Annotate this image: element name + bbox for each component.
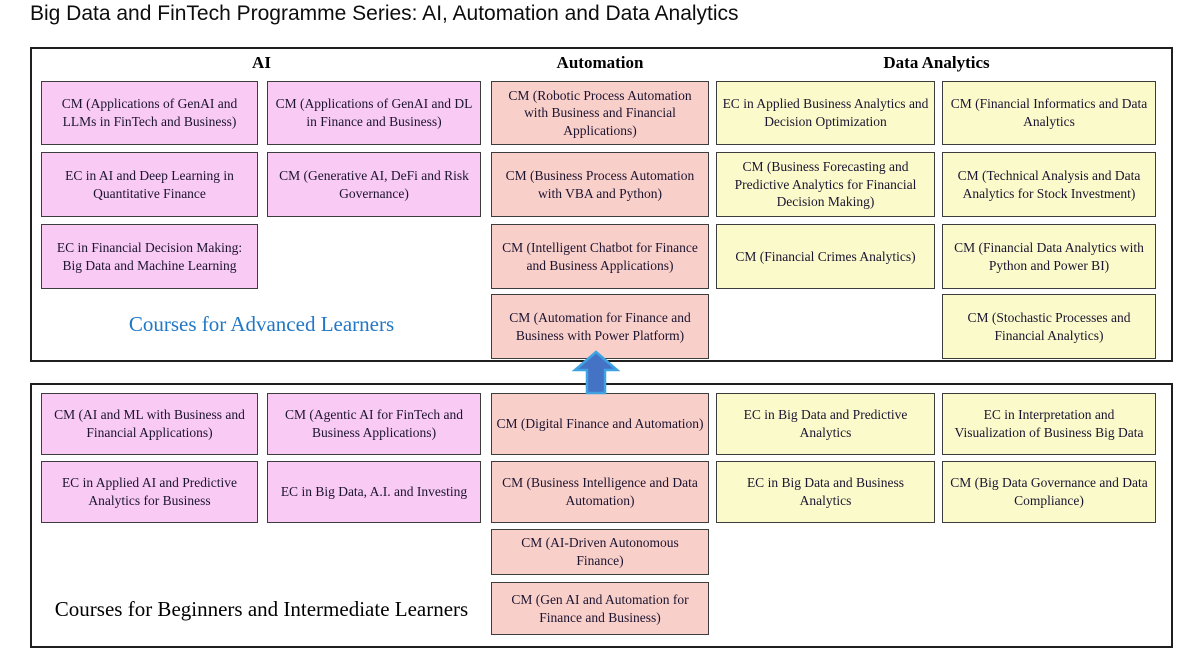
- course-card: CM (AI and ML with Business and Financia…: [41, 393, 258, 455]
- course-card: CM (Financial Informatics and Data Analy…: [942, 81, 1156, 145]
- course-card: CM (Business Intelligence and Data Autom…: [491, 461, 709, 523]
- course-card: CM (Intelligent Chatbot for Finance and …: [491, 224, 709, 289]
- course-card: EC in Big Data and Business Analytics: [716, 461, 935, 523]
- course-card: EC in Applied Business Analytics and Dec…: [716, 81, 935, 145]
- course-card: CM (Technical Analysis and Data Analytic…: [942, 152, 1156, 217]
- course-card: CM (Financial Crimes Analytics): [716, 224, 935, 289]
- course-card: CM (Stochastic Processes and Financial A…: [942, 294, 1156, 359]
- course-card: EC in Big Data, A.I. and Investing: [267, 461, 481, 523]
- up-arrow-icon: [571, 350, 621, 395]
- column-header-automation: Automation: [556, 53, 644, 72]
- column-header-ai: AI: [252, 53, 271, 72]
- page-title: Big Data and FinTech Programme Series: A…: [30, 2, 739, 25]
- advanced-learners-label: Courses for Advanced Learners: [128, 312, 395, 336]
- course-card: CM (Digital Finance and Automation): [491, 393, 709, 455]
- course-card: CM (Agentic AI for FinTech and Business …: [267, 393, 481, 455]
- course-card: CM (Business Process Automation with VBA…: [491, 152, 709, 217]
- course-card: CM (Business Forecasting and Predictive …: [716, 152, 935, 217]
- course-card: CM (Big Data Governance and Data Complia…: [942, 461, 1156, 523]
- advanced-learners-box: AI Automation Data Analytics CM (Applica…: [30, 47, 1173, 362]
- column-header-data-analytics: Data Analytics: [883, 53, 990, 72]
- course-card: EC in Applied AI and Predictive Analytic…: [41, 461, 258, 523]
- beginners-learners-box: CM (AI and ML with Business and Financia…: [30, 383, 1173, 648]
- course-card: CM (Gen AI and Automation for Finance an…: [491, 582, 709, 635]
- course-card: EC in Big Data and Predictive Analytics: [716, 393, 935, 455]
- course-card: CM (Robotic Process Automation with Busi…: [491, 81, 709, 145]
- course-card: EC in Financial Decision Making: Big Dat…: [41, 224, 258, 289]
- course-card: CM (Automation for Finance and Business …: [491, 294, 709, 359]
- beginners-learners-label: Courses for Beginners and Intermediate L…: [54, 597, 469, 621]
- course-card: CM (Applications of GenAI and LLMs in Fi…: [41, 81, 258, 145]
- course-card: CM (Applications of GenAI and DL in Fina…: [267, 81, 481, 145]
- course-card: CM (AI-Driven Autonomous Finance): [491, 529, 709, 575]
- course-card: EC in Interpretation and Visualization o…: [942, 393, 1156, 455]
- course-card: CM (Generative AI, DeFi and Risk Governa…: [267, 152, 481, 217]
- course-card: CM (Financial Data Analytics with Python…: [942, 224, 1156, 289]
- course-card: EC in AI and Deep Learning in Quantitati…: [41, 152, 258, 217]
